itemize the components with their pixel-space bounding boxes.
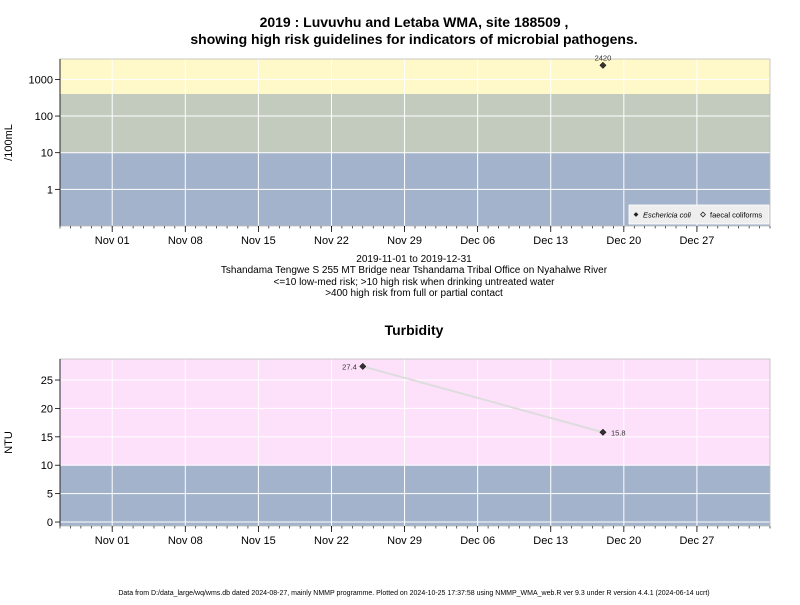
risk-band-0 xyxy=(60,465,770,526)
caption-site-description: Tshandama Tengwe S 255 MT Bridge near Ts… xyxy=(221,265,608,276)
y-tick-label: 25 xyxy=(41,375,53,387)
x-tick-label: Nov 22 xyxy=(314,235,349,247)
data-point xyxy=(599,428,607,436)
risk-band-1 xyxy=(60,93,770,153)
y-tick-label: 1000 xyxy=(29,74,53,86)
data-point xyxy=(599,61,607,69)
y-tick-label: 10 xyxy=(41,460,53,472)
x-tick-label: Nov 01 xyxy=(95,535,130,547)
caption-guideline-drinking: <=10 low-med risk; >10 high risk when dr… xyxy=(274,277,556,288)
x-tick-label: Dec 06 xyxy=(460,235,495,247)
data-label: 15.8 xyxy=(611,428,626,437)
x-tick-label: Dec 20 xyxy=(606,535,641,547)
x-tick-label: Nov 29 xyxy=(387,535,422,547)
y-axis-label: NTU xyxy=(3,431,15,454)
x-tick-label: Nov 08 xyxy=(168,235,203,247)
x-tick-label: Dec 06 xyxy=(460,535,495,547)
y-tick-label: 0 xyxy=(47,517,53,529)
y-tick-label: 100 xyxy=(35,111,53,123)
y-tick-label: 1 xyxy=(47,184,53,196)
y-tick-label: 15 xyxy=(41,432,53,444)
chart-title-line2: showing high risk guidelines for indicat… xyxy=(190,31,637,47)
ecoli-panel: Nov 01 Nov 08 Nov 15 Nov 22 Nov 29 Dec 06 Dec … xyxy=(3,53,771,247)
caption-guideline-contact: >400 high risk from full or partial cont… xyxy=(325,288,503,299)
legend-marker-faecal xyxy=(700,211,706,218)
panel-title: Turbidity xyxy=(385,322,444,338)
y-tick-label: 10 xyxy=(41,148,53,160)
x-tick-label: Nov 15 xyxy=(241,535,276,547)
x-tick-label: Nov 08 xyxy=(168,535,203,547)
x-tick-label: Nov 29 xyxy=(387,235,422,247)
data-label: 2420 xyxy=(595,53,612,62)
legend: Eschericia coli faecal coliforms xyxy=(628,204,770,225)
y-axis-label: /100mL xyxy=(3,124,15,161)
data-label: 27.4 xyxy=(342,362,357,371)
legend-label-faecal: faecal coliforms xyxy=(710,211,762,220)
x-tick-label: Dec 27 xyxy=(679,235,714,247)
y-tick-label: 5 xyxy=(47,489,53,501)
legend-box xyxy=(628,204,770,225)
x-tick-label: Nov 22 xyxy=(314,535,349,547)
turbidity-panel: Nov 01 Nov 08 Nov 15 Nov 22 Nov 29 Dec 06 Dec … xyxy=(3,322,771,547)
footer-note: Data from D:/data_large/wq/wms.db dated … xyxy=(118,590,709,597)
x-tick-label: Dec 27 xyxy=(679,535,714,547)
series-line xyxy=(362,365,604,434)
y-tick-label: 20 xyxy=(41,403,53,415)
risk-band-1 xyxy=(60,359,770,466)
x-tick-label: Dec 13 xyxy=(533,535,568,547)
x-tick-label: Dec 20 xyxy=(606,235,641,247)
chart-title-line1: 2019 : Luvuvhu and Letaba WMA, site 1885… xyxy=(260,14,569,30)
x-tick-label: Nov 01 xyxy=(95,235,130,247)
risk-band-2 xyxy=(60,59,770,94)
data-point xyxy=(359,362,367,370)
legend-label-ecoli: Eschericia coli xyxy=(643,211,691,220)
caption-date-range: 2019-11-01 to 2019-12-31 xyxy=(356,254,472,265)
legend-marker-ecoli xyxy=(633,212,639,217)
x-tick-label: Dec 13 xyxy=(533,235,568,247)
x-tick-label: Nov 15 xyxy=(241,235,276,247)
